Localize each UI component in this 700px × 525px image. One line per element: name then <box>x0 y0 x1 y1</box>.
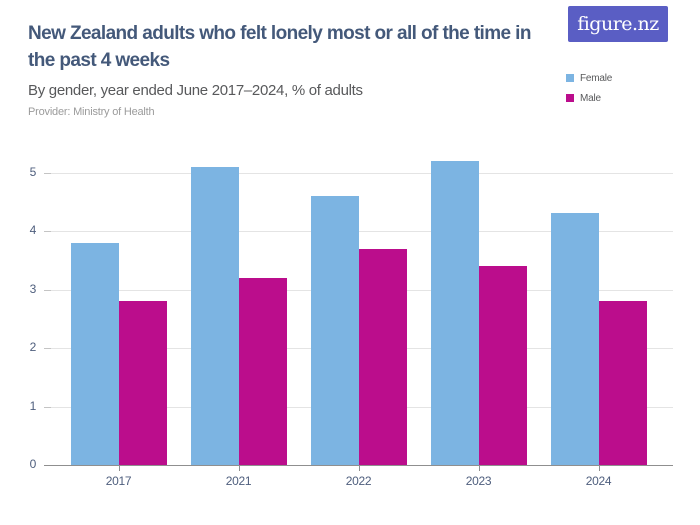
provider-credit: Provider: Ministry of Health <box>28 106 155 118</box>
bar-female-2024 <box>550 213 599 465</box>
x-axis-tick <box>478 465 480 471</box>
y-axis-tick-label: 4 <box>29 223 37 237</box>
y-grid-tick <box>44 289 51 291</box>
x-axis-tick <box>598 465 600 471</box>
bar-male-2017 <box>118 301 167 465</box>
legend-swatch-male <box>566 94 574 102</box>
y-axis-tick-label: 1 <box>29 398 37 413</box>
figure-nz-logo[interactable]: figure.nz <box>568 6 668 42</box>
legend-item-female: Female <box>566 68 612 88</box>
y-axis-tick-label: 0 <box>29 457 37 471</box>
bar-male-2021 <box>238 278 287 465</box>
x-axis-tick-label: 2021 <box>225 474 252 488</box>
figure-nz-logo-text: figure.nz <box>577 13 659 35</box>
legend-swatch-female <box>566 74 574 82</box>
bar-female-2023 <box>430 161 479 465</box>
y-gridline <box>51 231 673 232</box>
bar-female-2021 <box>190 167 239 465</box>
legend-label: Male <box>580 92 601 104</box>
y-axis-tick-label: 3 <box>29 281 37 296</box>
y-grid-tick <box>44 231 51 232</box>
bar-male-2023 <box>478 266 527 465</box>
x-axis-tick-label: 2023 <box>465 474 492 488</box>
y-grid-tick <box>44 348 51 349</box>
legend-item-male: Male <box>566 88 612 108</box>
x-axis-tick <box>358 465 360 471</box>
page-title: New Zealand adults who felt lonely most … <box>28 23 531 71</box>
x-axis-tick <box>118 465 120 471</box>
y-axis-tick-label: 5 <box>29 164 37 179</box>
bar-female-2022 <box>310 196 359 465</box>
chart-subtitle: By gender, year ended June 2017–2024, % … <box>28 82 363 99</box>
y-grid-tick <box>44 172 51 174</box>
y-grid-tick <box>44 406 51 408</box>
chart-legend: Female Male <box>566 68 612 108</box>
x-axis-tick-label: 2017 <box>105 474 132 488</box>
bar-male-2024 <box>598 301 647 465</box>
legend-label: Female <box>580 72 613 84</box>
x-axis-tick-label: 2024 <box>585 474 612 488</box>
y-axis-tick-label: 2 <box>29 340 37 354</box>
y-gridline <box>51 172 673 174</box>
bar-male-2022 <box>358 249 407 465</box>
x-axis-tick-label: 2022 <box>345 474 372 488</box>
x-axis-tick <box>238 465 240 471</box>
bar-female-2017 <box>70 243 119 465</box>
